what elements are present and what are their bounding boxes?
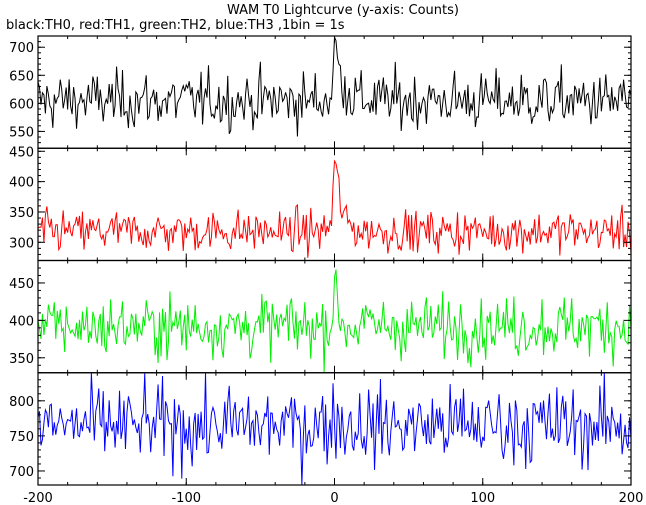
series-th2-line (37, 269, 632, 373)
panels-group: 550 600 650 700 300 350 400 450 350 400 450 700 750 8… (9, 35, 644, 505)
y-tick-label: 750 (9, 430, 34, 445)
y-tick-label: 600 (9, 97, 34, 112)
series-th3-line (37, 372, 632, 485)
chart-title: WAM T0 Lightcurve (y-axis: Counts) (227, 3, 459, 18)
y-tick-label: 700 (9, 465, 34, 480)
y-tick-label: 400 (9, 176, 34, 191)
series-th1-line (37, 159, 632, 258)
y-tick-label: 350 (9, 352, 34, 367)
panel-frame-1 (37, 35, 632, 149)
y-tick-label: 800 (9, 395, 34, 410)
y-tick-label: 450 (9, 277, 34, 292)
x-tick-label: 0 (330, 491, 338, 505)
y-tick-label: 700 (9, 41, 34, 56)
y-tick-label: 650 (9, 69, 34, 84)
x-tick-label: -200 (23, 491, 53, 505)
y-tick-label: 350 (9, 206, 34, 221)
y-tick-label: 550 (9, 125, 34, 140)
chart-subtitle: black:TH0, red:TH1, green:TH2, blue:TH3 … (6, 18, 345, 33)
x-tick-label: 200 (619, 491, 644, 505)
series-th0-line (37, 36, 632, 137)
x-tick-label: -100 (171, 491, 201, 505)
y-tick-label: 450 (9, 145, 34, 160)
x-tick-label: 100 (470, 491, 495, 505)
y-tick-label: 400 (9, 314, 34, 329)
y-tick-label: 300 (9, 236, 34, 251)
